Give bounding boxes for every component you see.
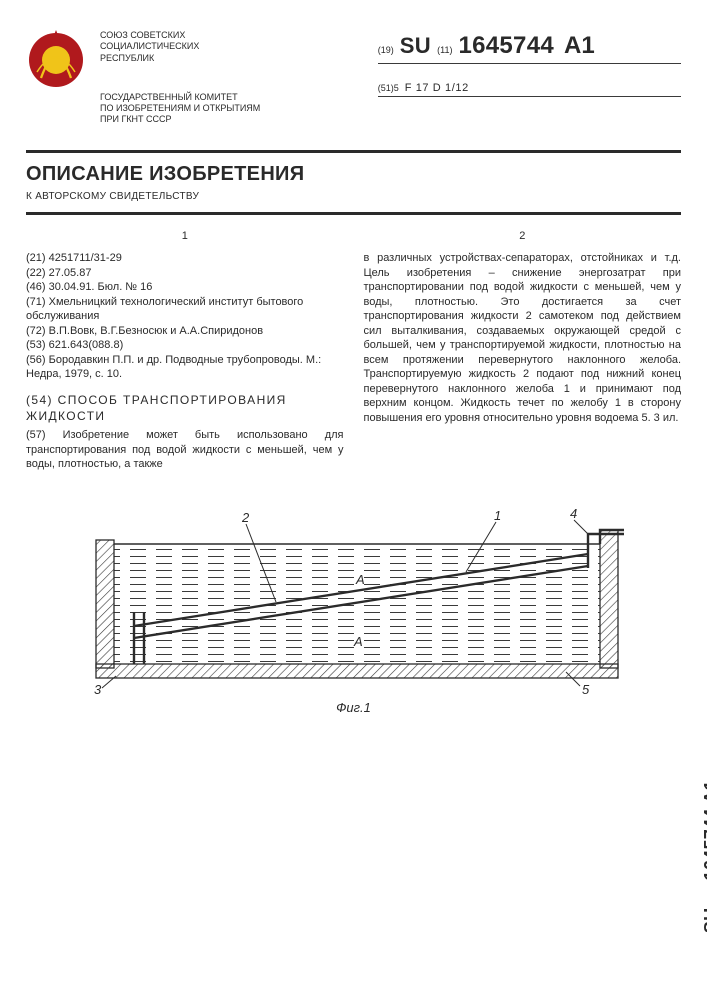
side-publication-label: (19) SU (11) 1645744 A1 bbox=[701, 780, 707, 956]
side-kind-code: A1 bbox=[701, 780, 707, 804]
publication-number: 1645744 bbox=[458, 32, 554, 60]
figure-1: 2 1 4 3 5 A A bbox=[26, 504, 681, 694]
figure-label-3: 3 bbox=[94, 682, 102, 694]
publication-block: (19) SU (11) 1645744 A1 (51)5 F 17 D 1/1… bbox=[378, 28, 681, 97]
field-11-label: (11) bbox=[437, 45, 452, 55]
side-publication-number: 1645744 bbox=[701, 808, 707, 880]
field-46: (46) 30.04.91. Бюл. № 16 bbox=[26, 280, 344, 295]
field-72: (72) В.П.Вовк, В.Г.Безносюк и А.А.Спирид… bbox=[26, 324, 344, 339]
column-number-left: 1 bbox=[26, 229, 344, 244]
figure-label-1: 1 bbox=[494, 508, 501, 523]
side-country-code: SU bbox=[701, 908, 707, 934]
field-71: (71) Хмельницкий технологический институ… bbox=[26, 295, 344, 324]
document-header: СОЮЗ СОВЕТСКИХ СОЦИАЛИСТИЧЕСКИХ РЕСПУБЛИ… bbox=[0, 0, 707, 136]
invention-title: (54) СПОСОБ ТРАНСПОРТИРОВАНИЯ ЖИДКОСТИ bbox=[26, 392, 344, 424]
state-emblem bbox=[26, 28, 86, 90]
body-columns: 1 (21) 4251711/31-29 (22) 27.05.87 (46) … bbox=[26, 229, 681, 472]
classification-line: (51)5 F 17 D 1/12 bbox=[378, 82, 681, 97]
issuer-block: СОЮЗ СОВЕТСКИХ СОЦИАЛИСТИЧЕСКИХ РЕСПУБЛИ… bbox=[100, 28, 364, 126]
figure-label-2: 2 bbox=[241, 510, 250, 525]
field-53: (53) 621.643(088.8) bbox=[26, 338, 344, 353]
title-block: ОПИСАНИЕ ИЗОБРЕТЕНИЯ К АВТОРСКОМУ СВИДЕТ… bbox=[26, 150, 681, 215]
issuer-bottom: ГОСУДАРСТВЕННЫЙ КОМИТЕТ ПО ИЗОБРЕТЕНИЯМ … bbox=[100, 92, 364, 126]
figure-label-a-top: A bbox=[355, 572, 365, 587]
document-type-subtitle: К АВТОРСКОМУ СВИДЕТЕЛЬСТВУ bbox=[26, 191, 681, 202]
column-right: 2 в различных устройствах-сепараторах, о… bbox=[364, 229, 682, 472]
column-left: 1 (21) 4251711/31-29 (22) 27.05.87 (46) … bbox=[26, 229, 344, 472]
ipc-code: F 17 D 1/12 bbox=[405, 82, 469, 94]
bibliographic-data: (21) 4251711/31-29 (22) 27.05.87 (46) 30… bbox=[26, 251, 344, 382]
figure-label-4: 4 bbox=[570, 506, 577, 521]
field-21: (21) 4251711/31-29 bbox=[26, 251, 344, 266]
field-19-label: (19) bbox=[378, 45, 394, 55]
field-51-label: (51)5 bbox=[378, 83, 399, 93]
country-code: SU bbox=[400, 33, 431, 59]
figure-label-a-bottom: A bbox=[353, 634, 363, 649]
figure-svg: 2 1 4 3 5 A A bbox=[26, 504, 681, 694]
field-56: (56) Бородавкин П.П. и др. Подводные тру… bbox=[26, 353, 344, 382]
abstract-col2: в различных устройствах-сепараторах, отс… bbox=[364, 251, 682, 425]
kind-code: A1 bbox=[564, 32, 595, 60]
column-number-right: 2 bbox=[364, 229, 682, 244]
abstract-col1: (57) Изобретение может быть использовано… bbox=[26, 428, 344, 472]
document-type-title: ОПИСАНИЕ ИЗОБРЕТЕНИЯ bbox=[26, 163, 681, 186]
figure-caption: Фиг.1 bbox=[0, 700, 707, 715]
publication-number-line: (19) SU (11) 1645744 A1 bbox=[378, 32, 681, 64]
figure-label-5: 5 bbox=[582, 682, 590, 694]
issuer-top: СОЮЗ СОВЕТСКИХ СОЦИАЛИСТИЧЕСКИХ РЕСПУБЛИ… bbox=[100, 30, 364, 64]
field-22: (22) 27.05.87 bbox=[26, 266, 344, 281]
emblem-svg bbox=[26, 28, 86, 90]
